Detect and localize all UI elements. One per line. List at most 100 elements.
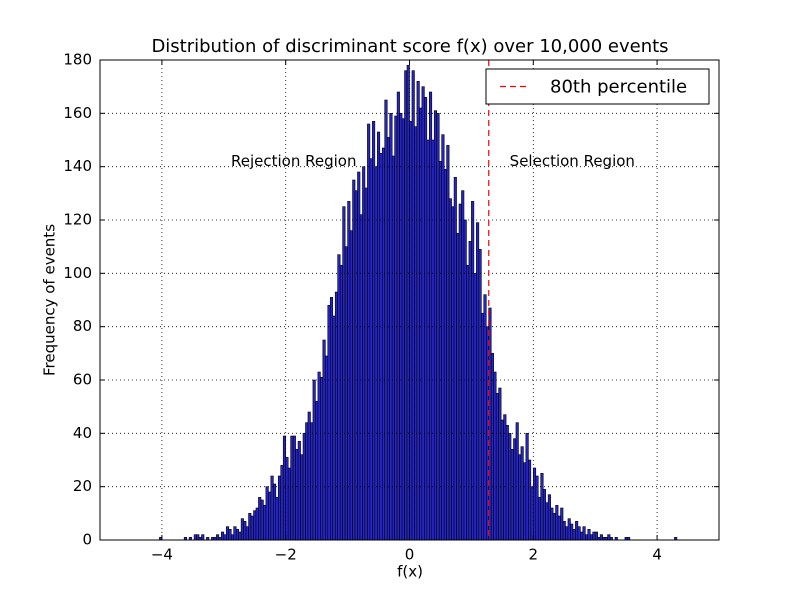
x-tick-label: 0: [405, 546, 415, 564]
bar: [555, 505, 559, 541]
bar: [386, 137, 390, 541]
bar: [421, 86, 425, 541]
bar: [221, 531, 225, 541]
bar: [535, 475, 539, 541]
bar: [225, 526, 230, 541]
bar: [374, 166, 378, 541]
bar: [540, 473, 544, 541]
bar: [562, 521, 566, 541]
bar: [495, 393, 499, 541]
bar: [523, 462, 527, 541]
bar: [476, 222, 480, 541]
bar: [515, 422, 519, 541]
bar: [369, 158, 373, 541]
bar: [275, 497, 279, 541]
bar: [230, 534, 235, 541]
bar: [391, 155, 395, 541]
bar: [582, 526, 586, 541]
bar: [458, 203, 462, 541]
bar: [478, 249, 482, 541]
bar: [592, 531, 596, 541]
bar: [265, 486, 269, 541]
bar: [367, 123, 371, 541]
bar: [557, 515, 561, 541]
x-tick-label: −2: [275, 546, 297, 564]
bar: [250, 515, 254, 541]
bar: [273, 483, 277, 541]
bar: [451, 206, 455, 541]
legend-label: 80th percentile: [550, 77, 687, 98]
bar: [193, 534, 197, 541]
bar: [248, 513, 252, 541]
bar: [441, 134, 445, 541]
bar: [317, 371, 321, 541]
bar: [438, 161, 442, 541]
bar: [552, 513, 556, 541]
bar: [426, 139, 430, 541]
bar: [396, 91, 400, 541]
bar: [379, 153, 383, 541]
bar: [599, 534, 603, 541]
bar: [584, 534, 589, 541]
bar: [196, 534, 200, 541]
bar: [285, 457, 289, 541]
bar: [201, 534, 205, 541]
bar: [243, 521, 247, 541]
bar: [287, 467, 291, 541]
bar: [510, 449, 514, 541]
bar: [424, 97, 428, 541]
bar: [372, 121, 376, 541]
y-tick-label: 180: [63, 51, 92, 69]
bar: [560, 507, 564, 541]
bar: [389, 113, 393, 541]
bar: [498, 387, 502, 541]
bar: [344, 246, 348, 541]
bar: [580, 531, 584, 541]
y-tick-label: 140: [63, 157, 92, 175]
plot-frame: [99, 59, 720, 541]
bar: [357, 171, 361, 541]
bar: [280, 465, 284, 541]
bar: [493, 371, 497, 541]
bar: [550, 507, 554, 541]
y-tick-label: 20: [73, 477, 92, 495]
bar: [520, 446, 524, 541]
bar: [547, 494, 551, 541]
bar: [436, 113, 440, 541]
bar: [352, 179, 356, 541]
bar: [377, 131, 381, 541]
bar: [216, 534, 220, 541]
bar: [525, 433, 529, 541]
bar: [528, 459, 532, 541]
annotation: Rejection Region: [231, 152, 356, 170]
bar: [575, 521, 579, 541]
y-tick-label: 100: [63, 264, 92, 282]
annotation: Selection Region: [510, 152, 635, 170]
bar: [500, 419, 504, 541]
bar: [334, 291, 338, 541]
bar: [468, 241, 472, 541]
bar: [419, 107, 423, 541]
bar: [466, 265, 470, 541]
x-axis-label: f(x): [397, 563, 423, 581]
bar: [542, 489, 546, 541]
bar: [518, 454, 522, 541]
bar: [446, 145, 450, 541]
bar: [414, 126, 418, 541]
y-tick-label: 120: [63, 211, 92, 229]
bar: [429, 91, 433, 541]
bar: [228, 529, 232, 541]
bar: [490, 353, 494, 541]
bar: [505, 425, 509, 541]
x-tick-label: 2: [529, 546, 539, 564]
bar: [337, 254, 341, 541]
bar: [290, 435, 294, 541]
bar: [587, 529, 591, 541]
bar: [570, 523, 574, 541]
bar: [513, 438, 517, 541]
bar: [277, 475, 282, 541]
bar: [411, 70, 415, 541]
bar: [589, 534, 594, 541]
bar: [565, 526, 569, 541]
